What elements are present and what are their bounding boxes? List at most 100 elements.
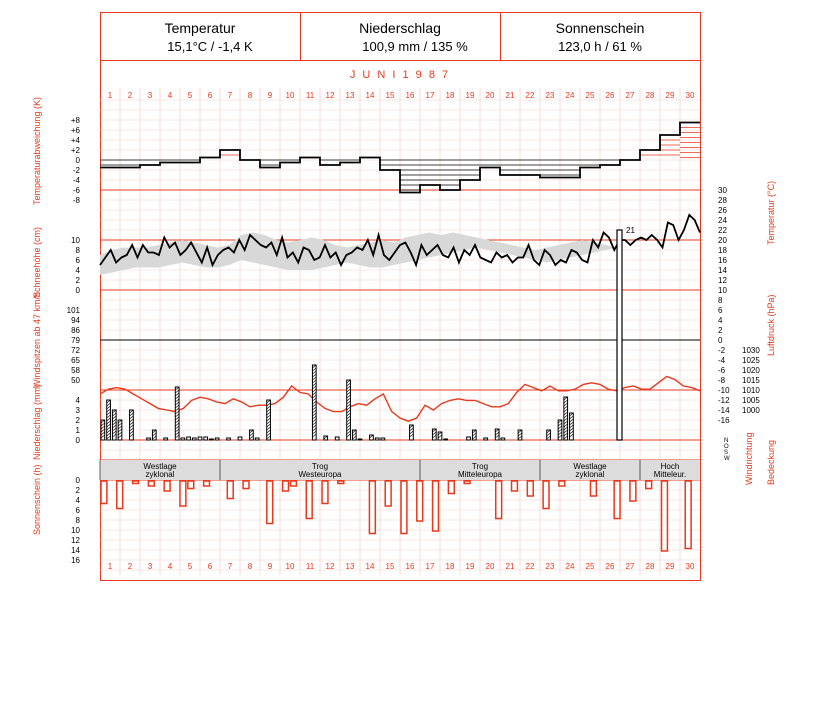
temperature-tick: -16 xyxy=(718,416,730,425)
anomaly-tick: +4 xyxy=(71,136,81,145)
precip-bar xyxy=(466,436,471,441)
precip-hatch xyxy=(266,420,271,425)
temperature-tick: -14 xyxy=(718,406,730,415)
precip-hatch xyxy=(129,430,134,435)
precip-bar xyxy=(351,429,357,441)
precip-bar xyxy=(563,396,569,441)
wind-tick: 65 xyxy=(71,356,80,365)
precip-hatch xyxy=(249,429,254,434)
wind-dir-tick: S xyxy=(724,450,728,456)
precip-bar xyxy=(266,399,271,441)
sun-tick: 12 xyxy=(71,536,80,545)
precip-hatch xyxy=(409,433,414,438)
day-label: 10 xyxy=(286,91,295,100)
precip-hatch xyxy=(112,424,117,429)
precip-hatch xyxy=(346,391,351,396)
precip-hatch xyxy=(346,379,351,384)
precip-bar xyxy=(346,379,351,441)
precip-hatch xyxy=(346,412,351,417)
anomaly-line xyxy=(100,121,700,194)
precip-hatch xyxy=(312,424,317,429)
precip-hatch xyxy=(112,433,117,438)
precip-hatch xyxy=(106,402,111,407)
day-label: 11 xyxy=(306,562,315,571)
sunshine-bar xyxy=(242,480,250,490)
sun-tick: 6 xyxy=(76,506,81,515)
weather-type-label: Trog xyxy=(312,462,328,471)
snow-tick: 0 xyxy=(76,286,81,295)
precip-hatch xyxy=(312,415,317,420)
sunshine-bar xyxy=(116,480,124,510)
precip-hatch xyxy=(175,410,180,415)
anomaly-tick: -2 xyxy=(73,166,81,175)
weather-type-label: Westeuropa xyxy=(299,470,343,479)
precip-hatch xyxy=(517,435,523,440)
sun-tick: 4 xyxy=(76,496,81,505)
sunshine-bar xyxy=(179,480,187,507)
precip-hatch xyxy=(517,429,523,434)
temperature-tick: 24 xyxy=(718,216,727,225)
precip-hatch xyxy=(546,432,551,437)
precip-hatch xyxy=(563,411,568,416)
precip-hatch xyxy=(106,411,111,416)
temperature-tick: 2 xyxy=(718,326,723,335)
precip-hatch xyxy=(112,421,117,426)
precip-tick: 4 xyxy=(76,396,81,405)
precip-hatch xyxy=(266,414,271,419)
temperature-tick: 18 xyxy=(718,246,727,255)
precip-hatch xyxy=(106,405,111,410)
day-label: 2 xyxy=(128,91,133,100)
sun-axis-label: Sonnenschein (h) xyxy=(32,464,42,535)
day-label: 13 xyxy=(346,91,355,100)
sunshine-bar xyxy=(526,480,534,497)
wind-tick: 86 xyxy=(71,326,80,335)
day-label: 25 xyxy=(586,562,595,571)
weather-type-band: WestlagezyklonalTrogWesteuropaTrogMittel… xyxy=(99,460,700,480)
precip-bar xyxy=(117,419,123,441)
precip-hatch xyxy=(112,418,117,423)
wind-tick: 94 xyxy=(71,316,80,325)
precip-bar xyxy=(174,386,180,441)
precip-hatch xyxy=(129,409,134,414)
temperature-tick: 14 xyxy=(718,266,727,275)
sunshine-bar xyxy=(613,480,621,520)
wind-dir-tick: N xyxy=(724,438,728,444)
sunshine-bar xyxy=(266,480,274,525)
day-label: 12 xyxy=(326,91,335,100)
sunshine-bar xyxy=(187,480,195,490)
precip-hatch xyxy=(472,435,477,440)
sunshine-bar xyxy=(558,480,566,487)
precip-bar xyxy=(197,436,203,441)
precip-hatch xyxy=(100,431,105,436)
sun-title: Sonnenschein xyxy=(556,20,645,36)
precip-hatch xyxy=(569,430,574,435)
temperature-tick: 20 xyxy=(718,236,727,245)
pressure-tick: 1000 xyxy=(742,406,760,415)
temperature-band xyxy=(100,230,700,275)
precip-bar xyxy=(100,419,106,441)
precip-hatch xyxy=(569,415,574,420)
precip-hatch xyxy=(569,412,574,417)
precip-hatch xyxy=(563,396,568,401)
temperature-tick: -10 xyxy=(718,386,730,395)
sunshine-bar xyxy=(463,480,471,485)
cloud-axis-label: Bedeckung xyxy=(766,440,776,485)
precip-hatch xyxy=(266,435,271,440)
precip-hatch xyxy=(312,406,317,411)
day-label: 27 xyxy=(626,562,635,571)
temperature-tick: 22 xyxy=(718,226,727,235)
precip-hatch xyxy=(557,428,563,433)
precip-bar xyxy=(146,437,151,441)
precip-hatch xyxy=(312,397,317,402)
precip-hatch xyxy=(312,370,317,375)
precip-hatch xyxy=(152,432,157,437)
precip-hatch xyxy=(352,435,357,440)
temperature-tick: -8 xyxy=(718,376,726,385)
precip-hatch xyxy=(129,415,134,420)
day-labels-bottom: 1 2 3 4 5 6 7 8 9 10 11 12 13 14 15 16 17 18 19 20 21 22 23 24 2… xyxy=(108,562,695,571)
precip-hatch xyxy=(312,403,317,408)
precip-hatch xyxy=(352,429,357,434)
precip-bar xyxy=(500,437,506,441)
right-axis-ticks: 302826242220181614121086420-2-4-6-8-10-1… xyxy=(718,186,760,462)
precip-hatch xyxy=(100,422,105,427)
